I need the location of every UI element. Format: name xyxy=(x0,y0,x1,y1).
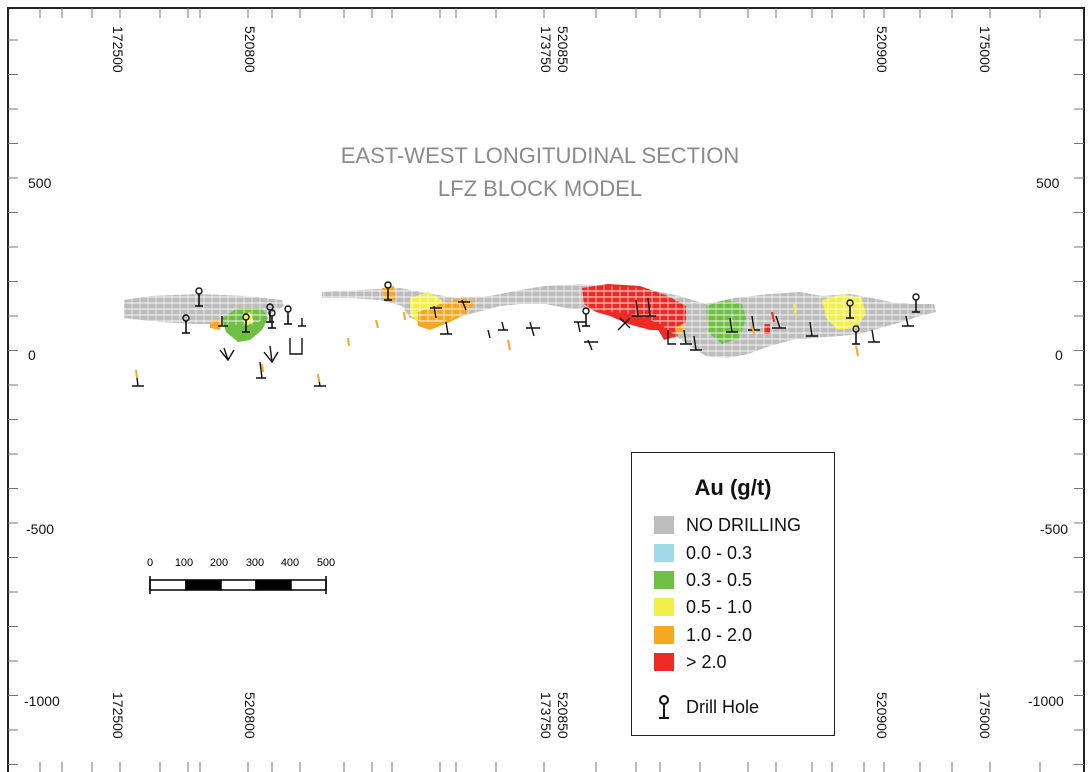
legend-title: Au (g/t) xyxy=(694,475,772,500)
right-elev-label: 500 xyxy=(1036,175,1060,191)
legend-item: NO DRILLING xyxy=(654,515,801,535)
legend-label: Drill Hole xyxy=(686,696,760,717)
legend-item: 0.3 - 0.5 xyxy=(654,570,752,590)
block-model xyxy=(124,284,936,358)
top-x-label: 175000 xyxy=(977,26,993,73)
scale-bar: 0 100 200 300 400 500 xyxy=(147,557,335,594)
legend-swatch xyxy=(654,626,674,644)
drill-hole-icon xyxy=(581,307,591,327)
right-elev-label: -1000 xyxy=(1028,693,1064,709)
bottom-x-label: 520900 xyxy=(874,692,890,739)
legend-swatch xyxy=(654,653,674,671)
legend-swatch xyxy=(654,544,674,562)
scale-tick-label: 300 xyxy=(246,557,264,569)
legend-label: 1.0 - 2.0 xyxy=(686,624,753,645)
legend-item: > 2.0 xyxy=(654,652,727,672)
legend-drill-hole: Drill Hole xyxy=(654,693,759,721)
legend: Au (g/t) NO DRILLING 0.0 - 0.3 0.3 - 0.5… xyxy=(631,452,835,736)
right-elev-label: -500 xyxy=(1040,521,1068,537)
sample-marks xyxy=(135,303,859,383)
left-elev-label: 0 xyxy=(28,347,36,363)
map-frame xyxy=(7,7,1085,772)
legend-label: > 2.0 xyxy=(686,651,727,672)
bottom-x-label: 173750 xyxy=(538,692,554,739)
section-title: EAST-WEST LONGITUDINAL SECTION xyxy=(341,143,740,168)
left-elev-label: -1000 xyxy=(24,693,60,709)
left-elev-label: -500 xyxy=(26,521,54,537)
legend-item: 0.5 - 1.0 xyxy=(654,597,752,617)
scale-tick-label: 100 xyxy=(175,557,193,569)
top-x-label: 520900 xyxy=(874,26,890,73)
top-x-label: 520800 xyxy=(242,26,258,73)
right-elev-label: 0 xyxy=(1055,347,1063,363)
legend-swatch xyxy=(654,598,674,616)
drill-hole-icon xyxy=(283,305,293,325)
bottom-x-label: 520800 xyxy=(242,692,258,739)
legend-item: 1.0 - 2.0 xyxy=(654,625,752,645)
legend-label: NO DRILLING xyxy=(686,514,802,535)
scale-tick-label: 400 xyxy=(281,557,299,569)
section-subtitle: LFZ BLOCK MODEL xyxy=(438,176,642,201)
bottom-x-label: 520850 xyxy=(555,692,571,739)
top-x-label: 172500 xyxy=(110,26,126,73)
legend-item: 0.0 - 0.3 xyxy=(654,543,752,563)
legend-swatch xyxy=(654,516,674,534)
legend-label: 0.0 - 0.3 xyxy=(686,542,753,563)
legend-label: 0.5 - 1.0 xyxy=(686,596,753,617)
drill-hole-icon xyxy=(659,695,669,719)
legend-swatch xyxy=(654,571,674,589)
bottom-x-label: 175000 xyxy=(977,692,993,739)
left-elev-label: 500 xyxy=(28,175,52,191)
top-x-label: 520850 xyxy=(555,26,571,73)
scale-tick-label: 500 xyxy=(317,557,335,569)
legend-label: 0.3 - 0.5 xyxy=(686,569,753,590)
frame-ticks xyxy=(8,8,1084,772)
scale-tick-label: 0 xyxy=(147,557,153,569)
bottom-x-label: 172500 xyxy=(110,692,126,739)
scale-tick-label: 200 xyxy=(210,557,228,569)
top-x-label: 173750 xyxy=(538,26,554,73)
